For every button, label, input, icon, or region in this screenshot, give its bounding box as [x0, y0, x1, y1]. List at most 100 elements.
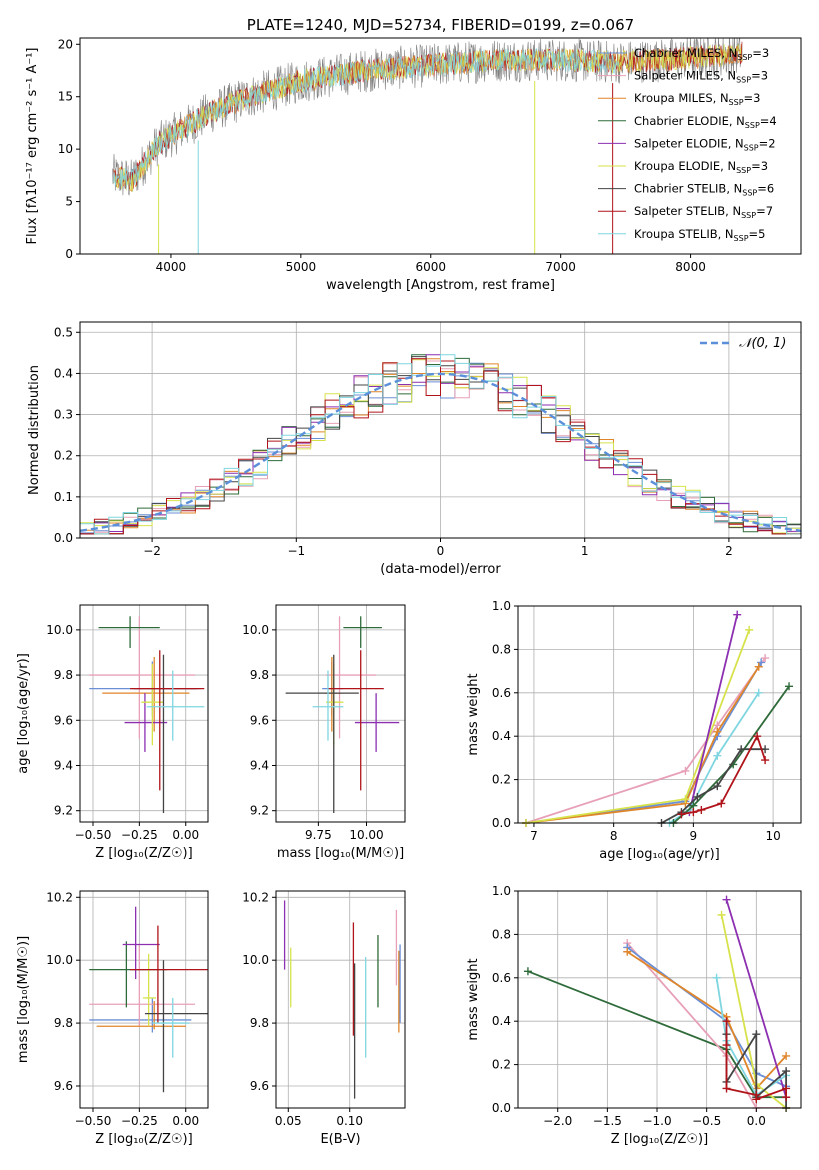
weight-line-salpeter_elodie	[725, 899, 787, 1098]
x-tick-label: −0.5	[692, 1114, 721, 1128]
y-tick-label: 9.6	[250, 1079, 269, 1093]
axes-frame	[79, 321, 802, 539]
x-axis-label: mass [log₁₀(M/M☉)]	[277, 846, 404, 861]
plot-area	[523, 895, 791, 1112]
x-tick-label: 10	[765, 829, 780, 843]
x-tick-label: 8	[610, 829, 618, 843]
x-tick-label: −0.25	[121, 1114, 158, 1128]
weight-line-kroupa_miles	[626, 951, 787, 1091]
legend-entry: 𝒩(0, 1)	[739, 336, 786, 351]
legend-entry: Salpeter STELIB, NSSP=7	[634, 204, 773, 220]
weight-marker	[722, 895, 731, 904]
chart-mass_vs_EBV: 0.05 0.10 9.6 9.8 10.0 10.2 E(B-V)	[242, 890, 406, 1147]
y-tick-label: 0.3	[54, 408, 73, 422]
weight-marker	[745, 625, 754, 634]
y-axis-label: Normed distribution	[27, 365, 42, 495]
weight-marker	[752, 1030, 761, 1039]
weight-marker	[523, 967, 532, 976]
legend-entry: Chabrier STELIB, NSSP=6	[634, 182, 774, 198]
y-tick-label: 0.8	[492, 642, 511, 656]
legend-entry: Kroupa MILES, NSSP=3	[634, 91, 760, 107]
weight-marker	[782, 1093, 791, 1102]
weight-marker	[754, 688, 763, 697]
y-tick-label: 10.0	[46, 623, 73, 637]
legend-entry: Kroupa ELODIE, NSSP=3	[634, 159, 768, 175]
legend-entry: Chabrier MILES, NSSP=3	[634, 46, 769, 62]
chart-weight_vs_Z: −2.0 −1.5 −1.0 −0.5 0.0 0.0 0.2 0.4 0.6 0.8 1.0 Z […	[466, 884, 802, 1147]
y-tick-label: 0.0	[492, 1101, 511, 1115]
x-tick-label: 7000	[545, 260, 576, 274]
plot-area	[79, 354, 802, 535]
y-tick-label: 15	[58, 90, 73, 104]
weight-marker	[681, 766, 690, 775]
legend-entry: Chabrier ELODIE, NSSP=4	[634, 114, 777, 130]
chart-residuals: −2 −1 0 1 2 0.0 0.1 0.2 0.3 0.4 0.5 (data-model)/er…	[27, 321, 802, 577]
weight-marker	[697, 805, 706, 814]
x-tick-label: 5000	[286, 260, 317, 274]
legend-entry: Kroupa STELIB, NSSP=5	[634, 227, 765, 243]
plot-area	[283, 900, 401, 1099]
weight-marker	[713, 727, 722, 736]
y-tick-label: 1.0	[492, 599, 511, 613]
weight-line-kroupa_miles	[525, 666, 760, 823]
x-tick-label: 8000	[675, 260, 706, 274]
y-tick-label: 1.0	[492, 884, 511, 898]
y-tick-label: 9.8	[250, 668, 269, 682]
x-axis-label: Z [log₁₀(Z/Z☉)]	[611, 1132, 708, 1147]
histogram-kroupa_stelib	[80, 354, 801, 535]
y-tick-label: 9.4	[250, 758, 269, 772]
x-tick-label: 0	[437, 544, 445, 558]
weight-marker	[752, 1095, 761, 1104]
weight-marker	[712, 973, 721, 982]
y-tick-label: 0.4	[492, 1014, 511, 1028]
y-axis-label: age [log₁₀(age/yr)]	[16, 653, 31, 774]
weight-marker	[677, 810, 686, 819]
weight-marker	[753, 732, 762, 741]
weight-marker	[785, 682, 794, 691]
plot-area	[89, 616, 205, 813]
axes-frame	[79, 890, 209, 1109]
x-tick-label: 10.00	[349, 828, 383, 842]
y-tick-label: 0.4	[492, 729, 511, 743]
axes-frame	[79, 604, 209, 823]
weight-marker	[782, 1084, 791, 1093]
axes-frame	[275, 890, 406, 1109]
x-tick-label: 6000	[415, 260, 446, 274]
y-tick-label: 9.8	[54, 668, 73, 682]
y-tick-label: 9.6	[54, 1079, 73, 1093]
x-tick-label: 0.0	[747, 1114, 766, 1128]
chart-weight_vs_age: 7 8 9 10 0.0 0.2 0.4 0.6 0.8 1.0 age [log₁₀(age/yr…	[466, 599, 802, 862]
weight-marker	[761, 745, 770, 754]
y-tick-label: 9.2	[54, 804, 73, 818]
weight-marker	[737, 745, 746, 754]
model-spectrum-kroupa_stelib	[113, 47, 620, 190]
x-axis-label: wavelength [Angstrom, rest frame]	[326, 278, 555, 293]
y-axis-label: Flux [fλ10⁻¹⁷ erg cm⁻² s⁻¹ A⁻¹]	[25, 48, 40, 245]
x-tick-label: 7	[530, 829, 538, 843]
axes-frame	[517, 605, 802, 824]
x-tick-label: 0.00	[172, 828, 199, 842]
x-tick-label: −0.50	[75, 1114, 112, 1128]
weight-marker	[713, 782, 722, 791]
y-tick-label: 20	[58, 37, 73, 51]
plot-area	[112, 38, 743, 254]
weight-marker	[722, 1041, 731, 1050]
y-tick-label: 10.0	[242, 623, 269, 637]
x-tick-label: 4000	[156, 260, 187, 274]
x-tick-label: −0.25	[121, 828, 158, 842]
y-axis-label: mass [log₁₀(M/M☉)]	[16, 936, 31, 1063]
normal-curve	[79, 372, 802, 532]
x-tick-label: 1	[581, 544, 589, 558]
axes-frame	[79, 37, 802, 255]
legend: 𝒩(0, 1)	[700, 336, 786, 351]
weight-marker	[733, 610, 742, 619]
chart-title: PLATE=1240, MJD=52734, FIBERID=0199, z=0…	[247, 16, 634, 34]
chart-age_vs_mass: 9.75 10.00 9.2 9.4 9.6 9.8 10.0 mass [log₁₀(M/M…	[242, 604, 406, 861]
y-tick-label: 10.0	[242, 953, 269, 967]
weight-marker	[754, 662, 763, 671]
y-tick-label: 0.2	[492, 773, 511, 787]
x-tick-label: 9.75	[305, 828, 332, 842]
weight-line-salpeter_elodie	[688, 614, 739, 813]
y-tick-label: 9.6	[54, 713, 73, 727]
